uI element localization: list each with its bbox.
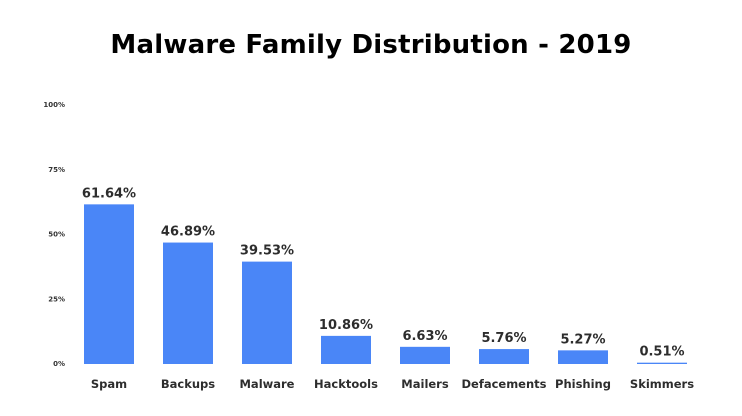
value-label-hacktools: 10.86% [319,318,373,333]
category-label-defacements: Defacements [461,377,546,391]
category-label-backups: Backups [161,377,215,391]
chart-title: Malware Family Distribution - 2019 [110,30,632,60]
bar-malware [242,261,292,364]
y-tick-label: 50% [48,231,65,239]
bar-backups [163,242,213,364]
category-labels: Spam Backups Malware Hacktools Mailers Deface… [91,377,694,391]
y-axis-ticks: 0% 25% 50% 75% 100% [43,101,65,368]
value-label-backups: 46.89% [161,225,215,240]
value-label-phishing: 5.27% [560,332,605,347]
bar-skimmers [637,362,687,364]
category-label-hacktools: Hacktools [314,377,378,391]
category-label-mailers: Mailers [401,377,449,391]
bar-spam [84,204,134,364]
bars [84,204,687,364]
category-label-spam: Spam [91,377,127,391]
value-label-spam: 61.64% [82,186,136,201]
value-label-mailers: 6.63% [402,329,447,344]
y-tick-label: 75% [48,166,65,174]
bar-defacements [479,349,529,364]
value-labels: 61.64% 46.89% 39.53% 10.86% 6.63% 5.76% 5.27% 0… [82,186,685,359]
value-label-skimmers: 0.51% [639,345,684,360]
bar-phishing [558,350,608,364]
category-label-phishing: Phishing [555,377,611,391]
value-label-defacements: 5.76% [481,331,526,346]
bar-mailers [400,346,450,364]
y-tick-label: 25% [48,295,65,303]
y-tick-label: 100% [43,101,65,109]
bar-hacktools [321,335,371,364]
value-label-malware: 39.53% [240,244,294,259]
y-tick-label: 0% [53,360,65,368]
category-label-skimmers: Skimmers [630,377,694,391]
category-label-malware: Malware [239,377,294,391]
